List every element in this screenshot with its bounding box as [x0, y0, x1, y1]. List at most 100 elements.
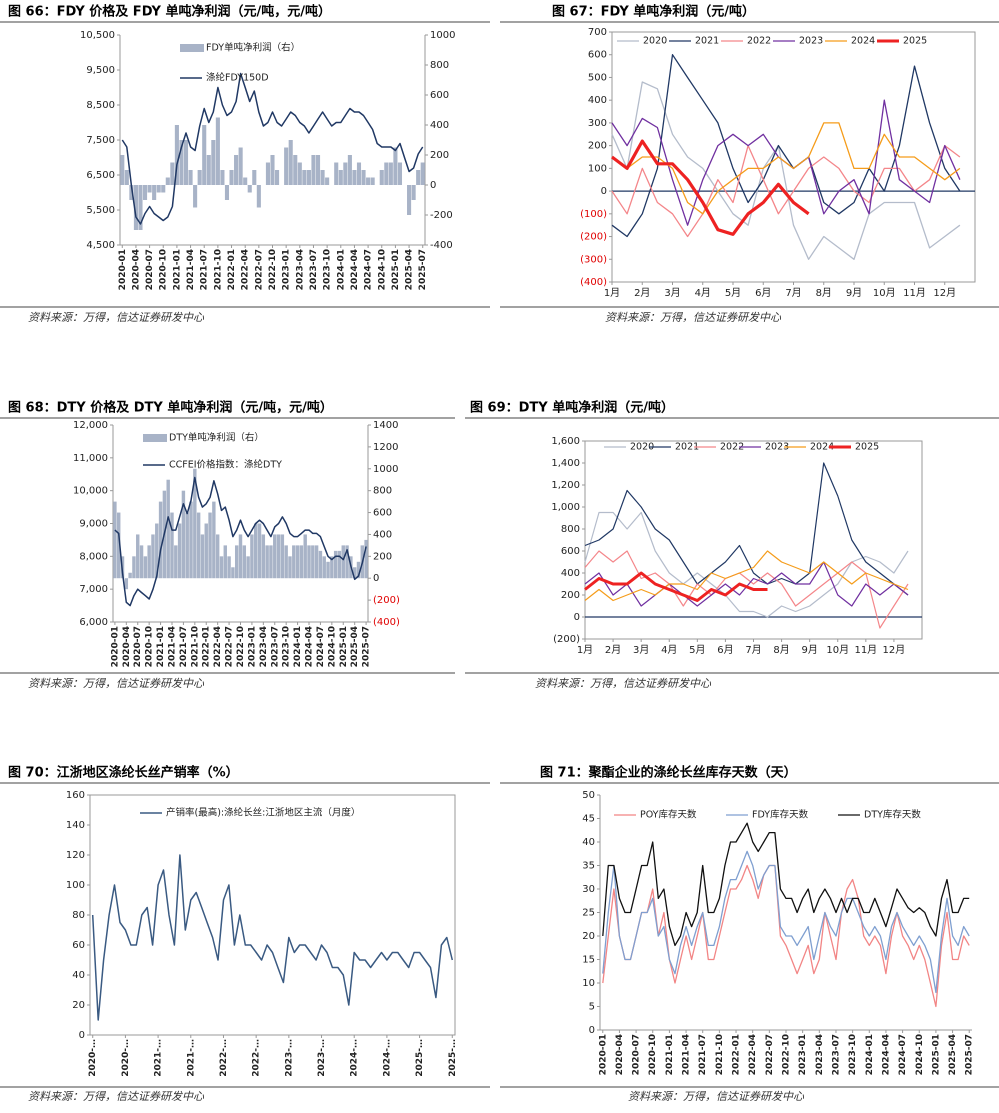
legend-label: 2024 [810, 442, 834, 453]
y-tick-label: 0 [79, 1030, 85, 1041]
y2-tick-label: 0 [373, 573, 379, 584]
separators [0, 21, 999, 1088]
bar [208, 512, 212, 579]
x-tick-label: 2020-… [121, 1039, 131, 1077]
x-tick-label: 9月 [801, 644, 817, 656]
series-line [611, 144, 961, 238]
y2-tick-label: 1400 [373, 420, 398, 431]
bar [193, 468, 197, 579]
source-note: 资料来源：万得，信达证券研发中心 [535, 677, 712, 690]
bar [177, 523, 182, 579]
bar [212, 501, 216, 579]
chart: 图 71：聚酯企业的涤纶长丝库存天数（天） 资料来源：万得，信达证券研发中心 0 5 1… [540, 765, 975, 1104]
bar [139, 545, 144, 579]
bar [116, 512, 121, 579]
y-tick-label: 140 [66, 820, 85, 831]
y-tick-label: 80 [72, 910, 85, 921]
bar [246, 556, 250, 579]
bar [174, 545, 178, 579]
y2-tick-label: 800 [430, 60, 449, 71]
x-tick-label: 5月 [689, 644, 705, 656]
bar [166, 479, 170, 579]
x-tick-label: 2022-… [219, 1039, 229, 1077]
series-line [611, 122, 961, 215]
bar [356, 162, 362, 185]
x-tick-label: 2024-04 [350, 249, 360, 290]
bar [254, 523, 258, 579]
bar [147, 545, 151, 579]
chart: 图 69：DTY 单吨净利润（元/吨） 资料来源：万得，信达证券研发中心 (200)… [470, 400, 923, 690]
y2-tick-label: 1000 [430, 30, 455, 41]
y2-tick-label: 600 [373, 508, 392, 519]
legend-label: 2022 [747, 36, 771, 47]
bar [128, 572, 132, 579]
chart-title: 图 70：江浙地区涤纶长丝产销率（%） [8, 765, 239, 781]
y-tick-label: 20 [72, 1000, 85, 1011]
x-tick-label: 2024-01 [293, 626, 303, 667]
bar [219, 556, 224, 579]
legend-label: DTY库存天数 [864, 809, 921, 821]
x-tick-label: 6月 [717, 644, 733, 656]
bar [338, 170, 343, 185]
y-tick-label: 45 [582, 814, 595, 825]
bar [124, 170, 129, 185]
y-tick-label: 0 [601, 186, 607, 197]
x-tick-label: 2020-10 [159, 249, 169, 290]
bar [215, 534, 220, 579]
y2-tick-label: -200 [430, 210, 453, 221]
bar [326, 561, 330, 579]
y2-tick-label: 1000 [373, 464, 398, 475]
legend-swatch [143, 434, 167, 442]
x-tick-label: 2021-07 [698, 1034, 708, 1075]
y-tick-label: 8,500 [86, 100, 115, 111]
bar [223, 545, 227, 579]
x-tick-label: 2025-04 [405, 249, 415, 290]
bar [407, 185, 412, 215]
x-tick-label: 2024-01 [336, 249, 346, 290]
bar [337, 550, 342, 579]
bar [142, 185, 148, 200]
x-tick-label: 2021-01 [172, 249, 182, 290]
bar [202, 125, 207, 185]
bar [345, 545, 349, 579]
y-tick-label: 400 [588, 95, 607, 106]
x-tick-label: 10月 [826, 644, 849, 656]
x-tick-label: 2024-07 [316, 626, 326, 667]
y2-tick-label: 1200 [373, 442, 398, 453]
source-note: 资料来源：万得，信达证券研发中心 [605, 311, 782, 324]
bar [156, 185, 161, 193]
y-tick-label: 800 [561, 524, 580, 535]
legend-label: 2023 [799, 36, 823, 47]
bar [295, 545, 300, 579]
legend-label: FDY单吨净利润（右） [206, 42, 300, 54]
y-tick-label: (200) [580, 232, 607, 243]
legend-label: 2025 [855, 442, 879, 453]
x-tick-label: 3月 [633, 644, 649, 656]
y2-tick-label: (200) [373, 595, 400, 606]
x-tick-label: 2023-01 [247, 626, 257, 667]
bar [311, 545, 315, 579]
series-line [611, 81, 961, 260]
bar [242, 545, 247, 579]
y-tick-label: (100) [580, 209, 607, 220]
bar [330, 556, 334, 579]
series-line [121, 72, 424, 225]
bar [379, 170, 384, 185]
chart: 图 67：FDY 单吨净利润（元/吨） 资料来源：万得，信达证券研发中心 (400)… [552, 4, 976, 324]
x-tick-label: 2023-04 [295, 249, 305, 290]
source-note: 资料来源：万得，信达证券研发中心 [28, 311, 205, 324]
legend-label: 2021 [695, 36, 719, 47]
bar [416, 170, 421, 185]
x-tick-label: 2023-01 [282, 249, 292, 290]
chart-title: 图 71：聚酯企业的涤纶长丝库存天数（天） [540, 765, 797, 781]
bar [170, 512, 174, 579]
bar [420, 162, 425, 185]
x-tick-label: 12月 [933, 287, 956, 299]
x-tick-label: 2022-01 [202, 626, 212, 667]
y-tick-label: 0 [589, 1025, 595, 1036]
x-tick-label: 2020-… [88, 1039, 98, 1077]
x-tick-label: 2021-07 [179, 626, 189, 667]
bar [161, 185, 166, 193]
x-tick-label: 2月 [634, 287, 650, 299]
